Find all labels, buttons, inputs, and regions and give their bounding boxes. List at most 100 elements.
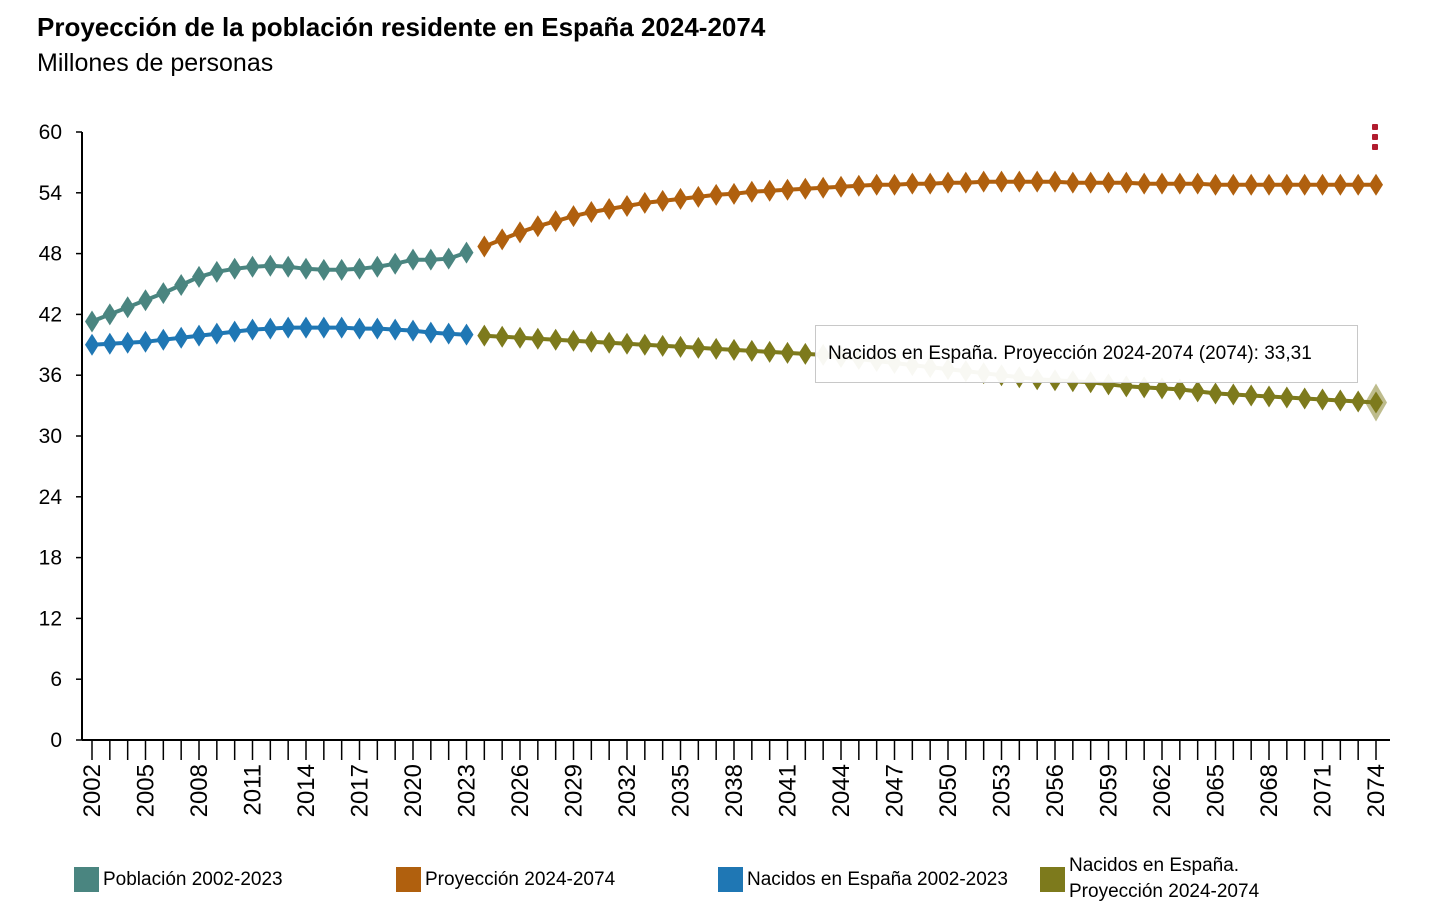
data-point[interactable] [1083,171,1098,194]
data-point[interactable] [673,187,688,210]
data-point[interactable] [584,330,599,353]
data-point[interactable] [530,215,545,238]
data-point[interactable] [1297,387,1312,410]
data-point[interactable] [530,327,545,350]
data-point[interactable] [423,248,438,271]
data-point[interactable] [513,221,527,244]
data-point[interactable] [281,316,296,339]
data-point[interactable] [637,191,652,214]
data-point[interactable] [370,317,385,340]
data-point[interactable] [709,183,724,206]
data-point[interactable] [263,317,278,340]
data-point[interactable] [691,336,706,359]
data-point[interactable] [566,329,581,352]
data-point[interactable] [192,324,206,347]
data-point[interactable] [441,247,456,270]
data-point[interactable] [709,337,724,360]
data-point[interactable] [1351,390,1366,413]
data-point[interactable] [548,210,563,233]
data-point[interactable] [1279,386,1294,409]
data-point[interactable] [1190,172,1205,195]
data-point[interactable] [263,254,278,277]
data-point[interactable] [513,326,527,349]
data-point[interactable] [495,228,510,251]
data-point[interactable] [1369,173,1383,196]
data-point[interactable] [1244,173,1259,196]
data-point[interactable] [316,316,331,339]
data-point[interactable] [976,170,991,193]
data-point[interactable] [727,338,741,361]
data-point[interactable] [334,258,349,281]
data-point[interactable] [1333,389,1348,412]
data-point[interactable] [905,172,920,195]
data-point[interactable] [584,201,599,224]
legend-item[interactable]: Proyección 2024-2074 [396,866,615,893]
hovered-data-point[interactable] [1365,383,1387,422]
data-point[interactable] [620,194,634,217]
data-point[interactable] [1155,172,1169,195]
data-point[interactable] [655,334,670,357]
data-point[interactable] [1190,380,1205,403]
data-point[interactable] [477,324,492,347]
data-point[interactable] [85,310,99,333]
data-point[interactable] [637,333,652,356]
data-point[interactable] [958,171,973,194]
data-point[interactable] [1262,173,1276,196]
data-point[interactable] [245,318,260,341]
data-point[interactable] [602,198,617,221]
data-point[interactable] [994,170,1009,193]
data-point[interactable] [780,341,795,364]
data-point[interactable] [941,171,955,194]
data-point[interactable] [227,320,242,343]
data-point[interactable] [691,185,706,208]
data-point[interactable] [744,180,759,203]
data-point[interactable] [138,330,153,353]
data-point[interactable] [887,173,902,196]
data-point[interactable] [209,260,224,283]
data-point[interactable] [1137,172,1152,195]
data-point[interactable] [620,332,634,355]
data-point[interactable] [1208,173,1223,196]
data-point[interactable] [192,265,206,288]
data-point[interactable] [834,175,848,198]
data-point[interactable] [459,323,474,346]
data-point[interactable] [1065,171,1080,194]
data-point[interactable] [869,173,884,196]
data-point[interactable] [1226,383,1241,406]
data-point[interactable] [1333,173,1348,196]
data-point[interactable] [102,332,117,355]
legend-item[interactable]: Nacidos en España 2002-2023 [718,866,1008,893]
data-point[interactable] [1244,384,1259,407]
data-point[interactable] [156,328,171,351]
data-point[interactable] [1119,171,1134,194]
data-point[interactable] [1262,385,1276,408]
data-point[interactable] [762,179,777,202]
data-point[interactable] [441,322,456,345]
data-point[interactable] [1048,170,1062,193]
data-point[interactable] [316,258,331,281]
data-point[interactable] [388,318,403,341]
data-point[interactable] [1172,172,1187,195]
data-point[interactable] [1226,173,1241,196]
data-point[interactable] [1208,382,1223,405]
data-point[interactable] [334,316,349,339]
data-point[interactable] [1297,173,1312,196]
data-point[interactable] [1101,171,1116,194]
data-point[interactable] [923,172,938,195]
data-point[interactable] [602,331,617,354]
data-point[interactable] [762,340,777,363]
data-point[interactable] [548,328,563,351]
data-point[interactable] [477,235,492,258]
data-point[interactable] [174,274,189,297]
data-point[interactable] [388,252,403,275]
data-point[interactable] [227,257,242,280]
data-point[interactable] [85,333,99,356]
data-point[interactable] [495,325,510,348]
data-point[interactable] [352,317,367,340]
data-point[interactable] [423,321,438,344]
data-point[interactable] [102,303,117,326]
data-point[interactable] [851,174,866,197]
data-point[interactable] [1279,173,1294,196]
data-point[interactable] [281,255,296,278]
data-point[interactable] [566,205,581,228]
